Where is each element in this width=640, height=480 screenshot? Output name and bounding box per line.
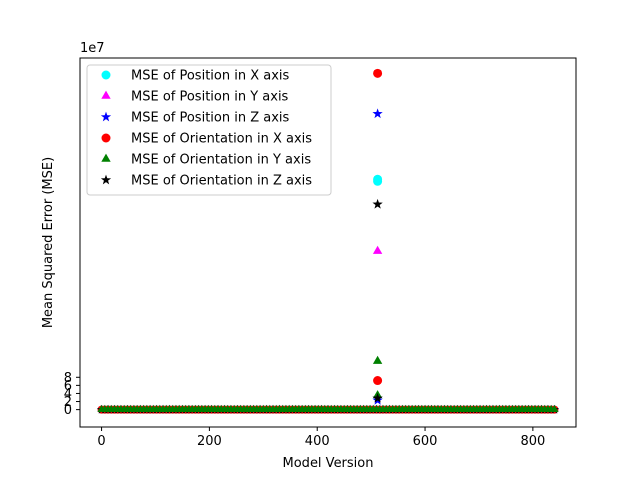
legend-marker-1 bbox=[101, 70, 111, 80]
legend-label-4: MSE of Orientation in X axis bbox=[131, 132, 312, 147]
legend-label-2: MSE of Position in Y axis bbox=[131, 90, 289, 105]
legend-marker-3 bbox=[100, 111, 112, 122]
y-tick-label: 8 bbox=[64, 371, 72, 386]
data-point-series-5 bbox=[372, 355, 383, 364]
baseline-point bbox=[550, 404, 559, 413]
baseline-markers bbox=[97, 404, 559, 414]
legend-label-3: MSE of Position in Z axis bbox=[131, 111, 290, 126]
legend-label-5: MSE of Orientation in Y axis bbox=[131, 153, 311, 168]
x-axis-ticks: 0 200 400 600 800 bbox=[97, 427, 545, 449]
x-tick-label: 400 bbox=[305, 434, 330, 449]
data-points bbox=[372, 68, 383, 405]
x-tick-label: 800 bbox=[520, 434, 545, 449]
data-point-series-3 bbox=[372, 108, 383, 119]
legend-marker-5 bbox=[101, 153, 111, 162]
x-tick-label: 200 bbox=[197, 434, 222, 449]
y-tick-label: 4 bbox=[64, 387, 72, 402]
legend-box bbox=[86, 64, 332, 196]
data-point-series-6 bbox=[372, 392, 383, 403]
x-tick-label: 600 bbox=[413, 434, 438, 449]
data-point-series-4 bbox=[373, 68, 383, 78]
y-axis-label: Mean Squared Error (MSE) bbox=[41, 157, 56, 328]
legend-marker-4 bbox=[101, 133, 111, 143]
x-tick-label: 0 bbox=[97, 434, 105, 449]
plot-frame bbox=[79, 57, 577, 428]
legend-marker-6 bbox=[100, 174, 112, 185]
data-point-series-1 bbox=[373, 176, 383, 186]
y-tick-label: 0 bbox=[64, 403, 72, 418]
data-point-series-2 bbox=[372, 245, 383, 254]
legend-marker-2 bbox=[101, 90, 111, 99]
legend-label-1: MSE of Position in X axis bbox=[131, 69, 290, 84]
data-point-series-6 bbox=[372, 198, 383, 209]
y-tick-label: 6 bbox=[64, 379, 72, 394]
x-axis-label: Model Version bbox=[283, 456, 374, 471]
y-axis-offset-text: 1e7 bbox=[80, 41, 105, 56]
legend-label-6: MSE of Orientation in Z axis bbox=[131, 174, 312, 189]
legend: MSE of Position in X axis MSE of Position… bbox=[86, 64, 332, 196]
data-point-series-4 bbox=[373, 376, 383, 386]
y-tick-label: 2 bbox=[64, 395, 72, 410]
